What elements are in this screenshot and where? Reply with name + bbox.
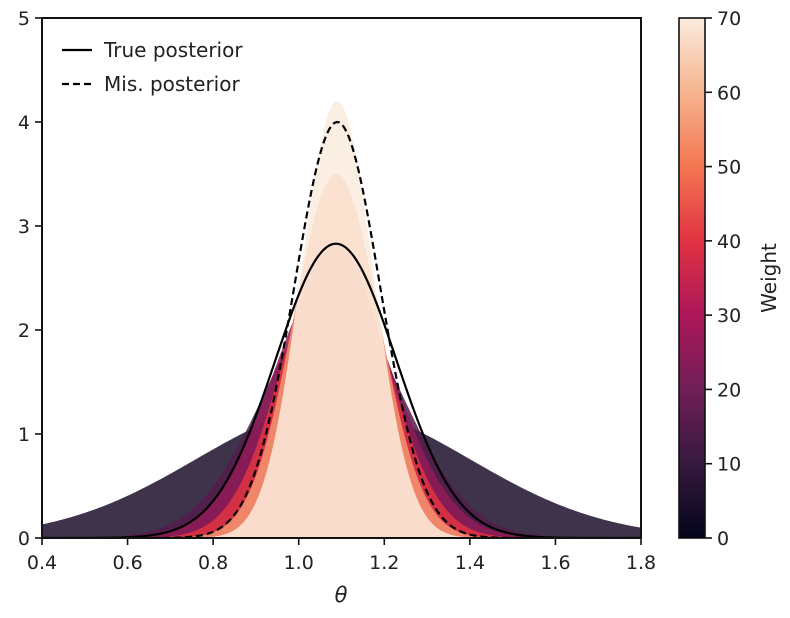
- y-tick-label: 3: [18, 216, 30, 238]
- y-axis-ticks: 0 1 2 3 4 5: [18, 8, 42, 550]
- x-tick-label: 0.4: [27, 552, 57, 574]
- x-axis-ticks: 0.4 0.6 0.8 1.0 1.2 1.4 1.6 1.8: [27, 538, 656, 574]
- legend: True posterior Mis. posterior: [62, 38, 243, 96]
- y-tick-label: 5: [18, 8, 30, 30]
- density-area-weight-70: [42, 101, 641, 538]
- y-tick-label: 0: [18, 528, 30, 550]
- x-tick-label: 1.6: [540, 552, 570, 574]
- colorbar-tick-label: 50: [717, 157, 741, 179]
- y-tick-label: 2: [18, 320, 30, 342]
- colorbar-tick-label: 30: [717, 305, 741, 327]
- colorbar-tick-label: 40: [717, 231, 741, 253]
- colorbar-tick-label: 20: [717, 379, 741, 401]
- colorbar-ticks: 0 10 20 30 40 50 60 70: [705, 8, 741, 550]
- x-axis-label: θ: [335, 583, 348, 607]
- legend-label-mis-posterior: Mis. posterior: [104, 72, 240, 96]
- x-tick-label: 1.8: [626, 552, 656, 574]
- x-tick-label: 0.6: [112, 552, 142, 574]
- colorbar-tick-label: 10: [717, 454, 741, 476]
- plot-frame: [41, 17, 642, 539]
- legend-label-true-posterior: True posterior: [103, 38, 243, 62]
- colorbar-gradient: [678, 17, 706, 539]
- weighted-density-areas: [42, 101, 641, 538]
- colorbar: 0 10 20 30 40 50 60 70 Weight: [678, 8, 781, 550]
- colorbar-tick-label: 0: [717, 528, 729, 550]
- x-tick-label: 1.2: [369, 552, 399, 574]
- x-tick-label: 1.0: [284, 552, 314, 574]
- x-tick-label: 0.8: [198, 552, 228, 574]
- x-tick-label: 1.4: [455, 552, 485, 574]
- colorbar-tick-label: 60: [717, 82, 741, 104]
- y-tick-label: 1: [18, 424, 30, 446]
- y-tick-label: 4: [18, 112, 30, 134]
- colorbar-tick-label: 70: [717, 8, 741, 30]
- colorbar-label: Weight: [757, 243, 781, 313]
